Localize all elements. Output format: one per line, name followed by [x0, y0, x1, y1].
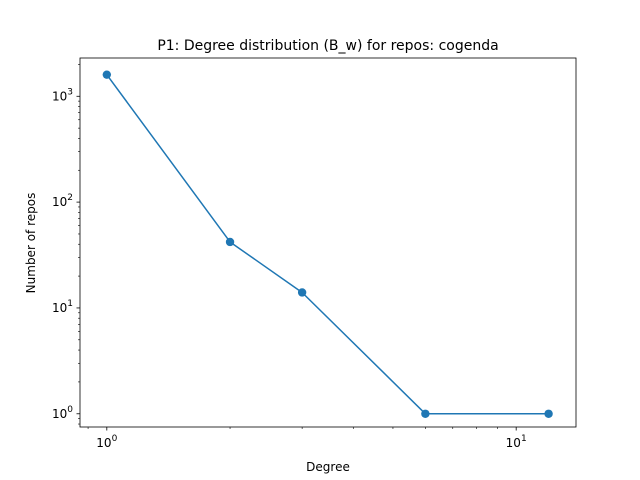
x-tick-label: 101 [506, 434, 527, 450]
y-tick-label: 103 [52, 87, 73, 103]
y-axis-label: Number of repos [24, 193, 38, 294]
data-point [544, 409, 553, 418]
x-tick-label: 100 [96, 434, 117, 450]
data-point [421, 409, 430, 418]
data-point [225, 237, 235, 247]
axes-frame [79, 57, 577, 428]
data-point [102, 70, 112, 79]
y-tick-label: 100 [52, 405, 73, 421]
data-point [297, 288, 307, 297]
y-tick-label: 101 [52, 299, 73, 315]
plot-area: 100 101 100 101 102 103 [52, 57, 577, 450]
chart-title: P1: Degree distribution (B_w) for repos:… [157, 38, 498, 54]
x-axis-label: Degree [306, 460, 350, 474]
series-line [106, 74, 549, 415]
y-tick-label: 102 [52, 193, 73, 209]
